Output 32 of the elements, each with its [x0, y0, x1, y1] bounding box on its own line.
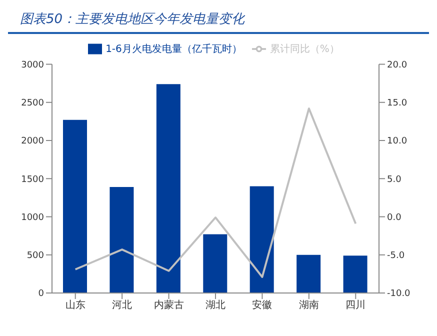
bar [203, 234, 228, 293]
bar [110, 187, 134, 293]
x-tick-label: 湖北 [206, 299, 226, 312]
y-tick-label: 1500 [21, 174, 44, 185]
bar [296, 254, 321, 293]
x-tick-label: 安徽 [252, 299, 272, 312]
y-tick-label: 2500 [21, 98, 44, 109]
chart-title: 图表50：主要发电地区今年发电量变化 [8, 8, 429, 34]
y-tick-label: 1000 [21, 212, 44, 223]
bar [63, 120, 87, 293]
bar [250, 186, 274, 293]
y2-tick-label: 0.0 [387, 212, 402, 223]
x-tick-label: 山东 [65, 299, 86, 312]
y-tick-label: 2000 [21, 136, 44, 147]
bar [343, 256, 368, 293]
y2-tick-label: 20.0 [387, 60, 408, 70]
y2-tick-label: -10.0 [387, 289, 411, 300]
y-tick-label: 0 [38, 289, 44, 300]
legend-label: 1-6月火电发电量（亿千瓦时） [106, 44, 242, 55]
x-tick-label: 湖南 [298, 299, 319, 312]
y2-tick-label: 5.0 [387, 174, 402, 185]
y-tick-label: 500 [26, 251, 44, 262]
x-tick-label: 内蒙古 [154, 299, 184, 312]
bar [156, 84, 180, 293]
x-tick-label: 河北 [112, 299, 132, 312]
x-tick-label: 四川 [346, 299, 366, 312]
y2-tick-label: -5.0 [387, 251, 405, 262]
legend-label: 累计同比（%） [270, 44, 340, 55]
y2-tick-label: 15.0 [387, 98, 408, 109]
y2-tick-label: 10.0 [387, 136, 408, 147]
y-tick-label: 3000 [21, 60, 44, 70]
line-series [74, 107, 357, 278]
